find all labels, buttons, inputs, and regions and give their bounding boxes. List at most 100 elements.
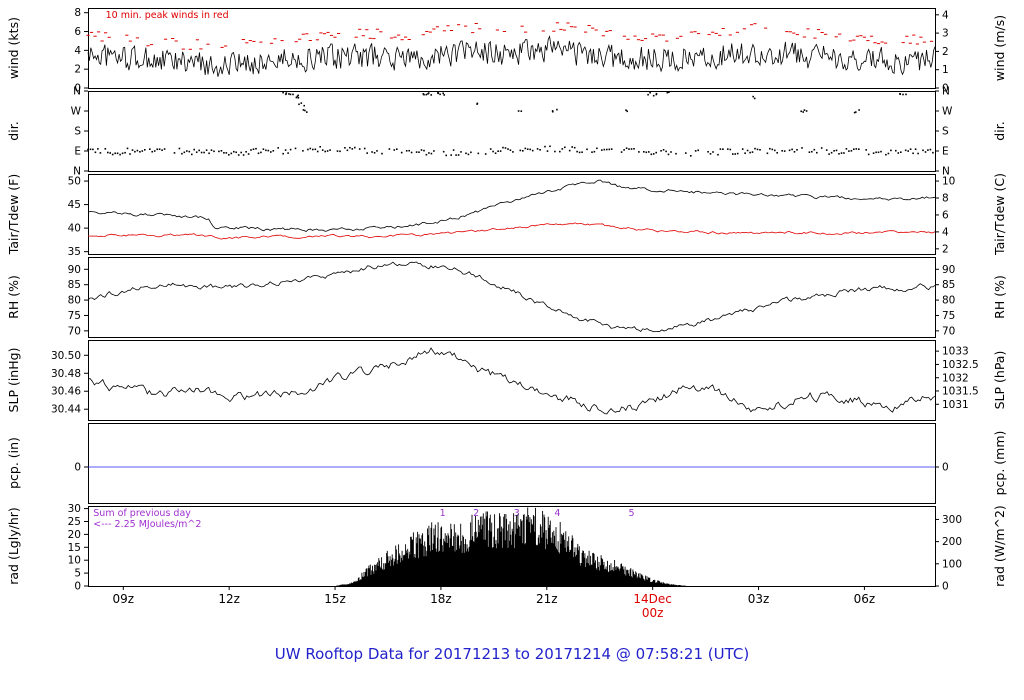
svg-text:RH (%): RH (%): [6, 275, 21, 319]
svg-text:N: N: [73, 86, 81, 98]
svg-text:N: N: [73, 166, 81, 178]
svg-text:8: 8: [942, 193, 949, 205]
svg-text:10: 10: [68, 555, 81, 567]
svg-text:75: 75: [68, 310, 81, 322]
panel-pcp: 0 0 pcp. (in) pcp. (mm): [6, 423, 1007, 504]
svg-text:80: 80: [68, 295, 81, 307]
svg-text:200: 200: [942, 536, 962, 548]
panel-temp: 35 40 45 50 2 4 6 8 10 Tair/Tdew (F) Tair/Tdew (C): [6, 173, 1007, 258]
svg-text:4: 4: [942, 226, 949, 238]
svg-text:30.50: 30.50: [51, 350, 81, 362]
svg-text:6: 6: [74, 26, 81, 38]
svg-text:70: 70: [68, 325, 81, 337]
svg-text:1032: 1032: [942, 372, 969, 384]
svg-text:20: 20: [68, 529, 81, 541]
svg-text:00z: 00z: [642, 606, 664, 620]
svg-text:N: N: [942, 86, 950, 98]
svg-text:6: 6: [942, 209, 949, 221]
svg-text:SLP (hPa): SLP (hPa): [992, 351, 1007, 410]
svg-text:100: 100: [942, 558, 962, 570]
svg-text:0: 0: [942, 462, 949, 474]
svg-text:15z: 15z: [324, 592, 346, 606]
svg-text:0: 0: [942, 83, 949, 95]
svg-text:30.46: 30.46: [51, 386, 81, 398]
svg-text:35: 35: [68, 246, 81, 258]
svg-text:N: N: [942, 166, 950, 178]
svg-text:pcp. (in): pcp. (in): [6, 437, 21, 489]
panel-rh: 70 75 80 85 90 70 75 80 85 90 RH (%) RH (%): [6, 257, 1007, 338]
svg-text:Tair/Tdew (F): Tair/Tdew (F): [6, 174, 21, 255]
svg-text:45: 45: [68, 199, 81, 211]
svg-text:4: 4: [942, 9, 949, 21]
svg-text:Sum of previous day: Sum of previous day: [93, 508, 191, 519]
svg-text:03z: 03z: [748, 592, 770, 606]
svg-text:0: 0: [74, 83, 81, 95]
svg-text:1: 1: [942, 64, 949, 76]
svg-text:18z: 18z: [430, 592, 452, 606]
svg-text:E: E: [942, 146, 949, 158]
svg-text:2: 2: [74, 64, 81, 76]
svg-text:1033: 1033: [942, 346, 969, 358]
svg-text:W: W: [71, 106, 82, 118]
svg-text:75: 75: [942, 310, 955, 322]
svg-text:30: 30: [68, 503, 81, 515]
svg-text:dir.: dir.: [992, 121, 1007, 140]
svg-text:rad (Lgly/hr): rad (Lgly/hr): [6, 507, 21, 585]
svg-text:pcp. (mm): pcp. (mm): [992, 431, 1007, 496]
svg-text:2: 2: [942, 243, 949, 255]
svg-text:W: W: [942, 106, 953, 118]
svg-text:25: 25: [68, 516, 81, 528]
svg-text:12z: 12z: [218, 592, 240, 606]
svg-text:S: S: [74, 126, 81, 138]
svg-text:E: E: [74, 146, 81, 158]
svg-text:1031.5: 1031.5: [942, 385, 979, 397]
svg-text:rad (W/m^2): rad (W/m^2): [992, 505, 1007, 587]
svg-text:10: 10: [942, 176, 955, 188]
page-title: UW Rooftop Data for 20171213 to 20171214…: [274, 645, 750, 663]
svg-text:14Dec: 14Dec: [633, 592, 672, 606]
svg-text:0: 0: [942, 581, 949, 593]
svg-text:09z: 09z: [113, 592, 135, 606]
svg-text:30.48: 30.48: [51, 368, 81, 380]
svg-text:2: 2: [473, 508, 479, 519]
svg-text:1: 1: [440, 508, 446, 519]
svg-text:8: 8: [74, 7, 81, 19]
svg-text:30.44: 30.44: [51, 404, 81, 416]
svg-text:21z: 21z: [536, 592, 558, 606]
svg-text:15: 15: [68, 542, 81, 554]
svg-text:40: 40: [68, 223, 81, 235]
svg-text:2: 2: [942, 46, 949, 58]
svg-text:Tair/Tdew (C): Tair/Tdew (C): [992, 173, 1007, 256]
svg-text:90: 90: [942, 264, 955, 276]
svg-text:10 min. peak winds in red: 10 min. peak winds in red: [106, 10, 229, 21]
svg-text:70: 70: [942, 325, 955, 337]
svg-text:4: 4: [554, 508, 560, 519]
panel-slp: 30.44 30.46 30.48 30.50 1031 1031.510321032.5…: [6, 340, 1007, 421]
svg-text:50: 50: [68, 176, 81, 188]
svg-text:SLP (inHg): SLP (inHg): [6, 348, 21, 413]
svg-text:3: 3: [942, 28, 949, 40]
svg-text:85: 85: [942, 279, 955, 291]
panel-wind: 0 2 4 6 8 0 1 2 3 4 wind (kts) wind (m/s) 10 min. pe…: [6, 7, 1007, 94]
svg-text:90: 90: [68, 264, 81, 276]
svg-text:5: 5: [74, 568, 81, 580]
svg-text:1032.5: 1032.5: [942, 359, 979, 371]
svg-text:4: 4: [74, 45, 81, 57]
svg-text:85: 85: [68, 279, 81, 291]
svg-text:0: 0: [74, 462, 81, 474]
svg-text:80: 80: [942, 295, 955, 307]
svg-text:<--- 2.25 MJoules/m^2: <--- 2.25 MJoules/m^2: [93, 519, 201, 530]
svg-text:3: 3: [514, 508, 520, 519]
svg-text:1031: 1031: [942, 399, 969, 411]
svg-text:0: 0: [74, 581, 81, 593]
svg-text:S: S: [942, 126, 949, 138]
svg-text:5: 5: [628, 508, 634, 519]
svg-text:06z: 06z: [854, 592, 876, 606]
svg-text:300: 300: [942, 514, 962, 526]
svg-text:dir.: dir.: [6, 121, 21, 140]
